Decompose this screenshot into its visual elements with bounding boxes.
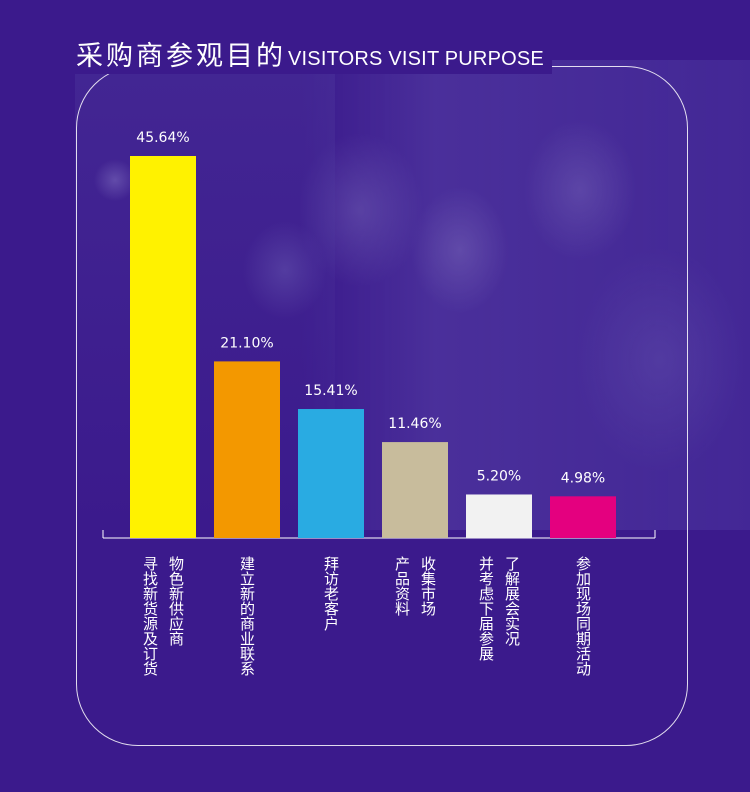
category-5-line-2: 并考虑下届参展 xyxy=(477,556,495,661)
category-label-2: 建立新的商业联系 xyxy=(238,556,256,736)
category-1-line-2: 寻找新货源及订货 xyxy=(141,556,159,676)
data-label-2: 21.10% xyxy=(220,335,273,351)
category-label-4: 收集市场 产品资料 xyxy=(393,556,437,736)
category-label-1: 物色新供应商 寻找新货源及订货 xyxy=(141,556,185,736)
bar-1 xyxy=(130,156,196,538)
data-label-3: 15.41% xyxy=(304,383,357,399)
background-photo-left xyxy=(75,70,335,530)
bar-4 xyxy=(382,442,448,538)
data-label-1: 45.64% xyxy=(136,130,189,146)
title-chinese: 采购商参观目的 xyxy=(76,41,286,72)
background-photo xyxy=(300,60,750,530)
category-3-line-1: 拜访老客户 xyxy=(322,556,340,631)
category-4-line-1: 收集市场 xyxy=(419,556,437,616)
category-5-line-1: 了解展会实况 xyxy=(503,556,521,646)
category-1-line-1: 物色新供应商 xyxy=(167,556,185,646)
data-label-6: 4.98% xyxy=(561,470,605,486)
bar-3 xyxy=(298,409,364,538)
category-label-5: 了解展会实况 并考虑下届参展 xyxy=(477,556,521,736)
data-label-4: 11.46% xyxy=(388,416,441,432)
bar-6 xyxy=(550,496,616,538)
category-6-line-1: 参加现场同期活动 xyxy=(574,556,592,676)
category-2-line-1: 建立新的商业联系 xyxy=(238,556,256,676)
category-label-6: 参加现场同期活动 xyxy=(574,556,592,736)
category-4-line-2: 产品资料 xyxy=(393,556,411,616)
bar-5 xyxy=(466,494,532,538)
bar-2 xyxy=(214,361,280,538)
data-label-5: 5.20% xyxy=(477,468,521,484)
chart-title: 采购商参观目的 VISITORS VISIT PURPOSE xyxy=(76,34,552,74)
category-label-3: 拜访老客户 xyxy=(322,556,340,736)
title-english: VISITORS VISIT PURPOSE xyxy=(288,48,544,70)
